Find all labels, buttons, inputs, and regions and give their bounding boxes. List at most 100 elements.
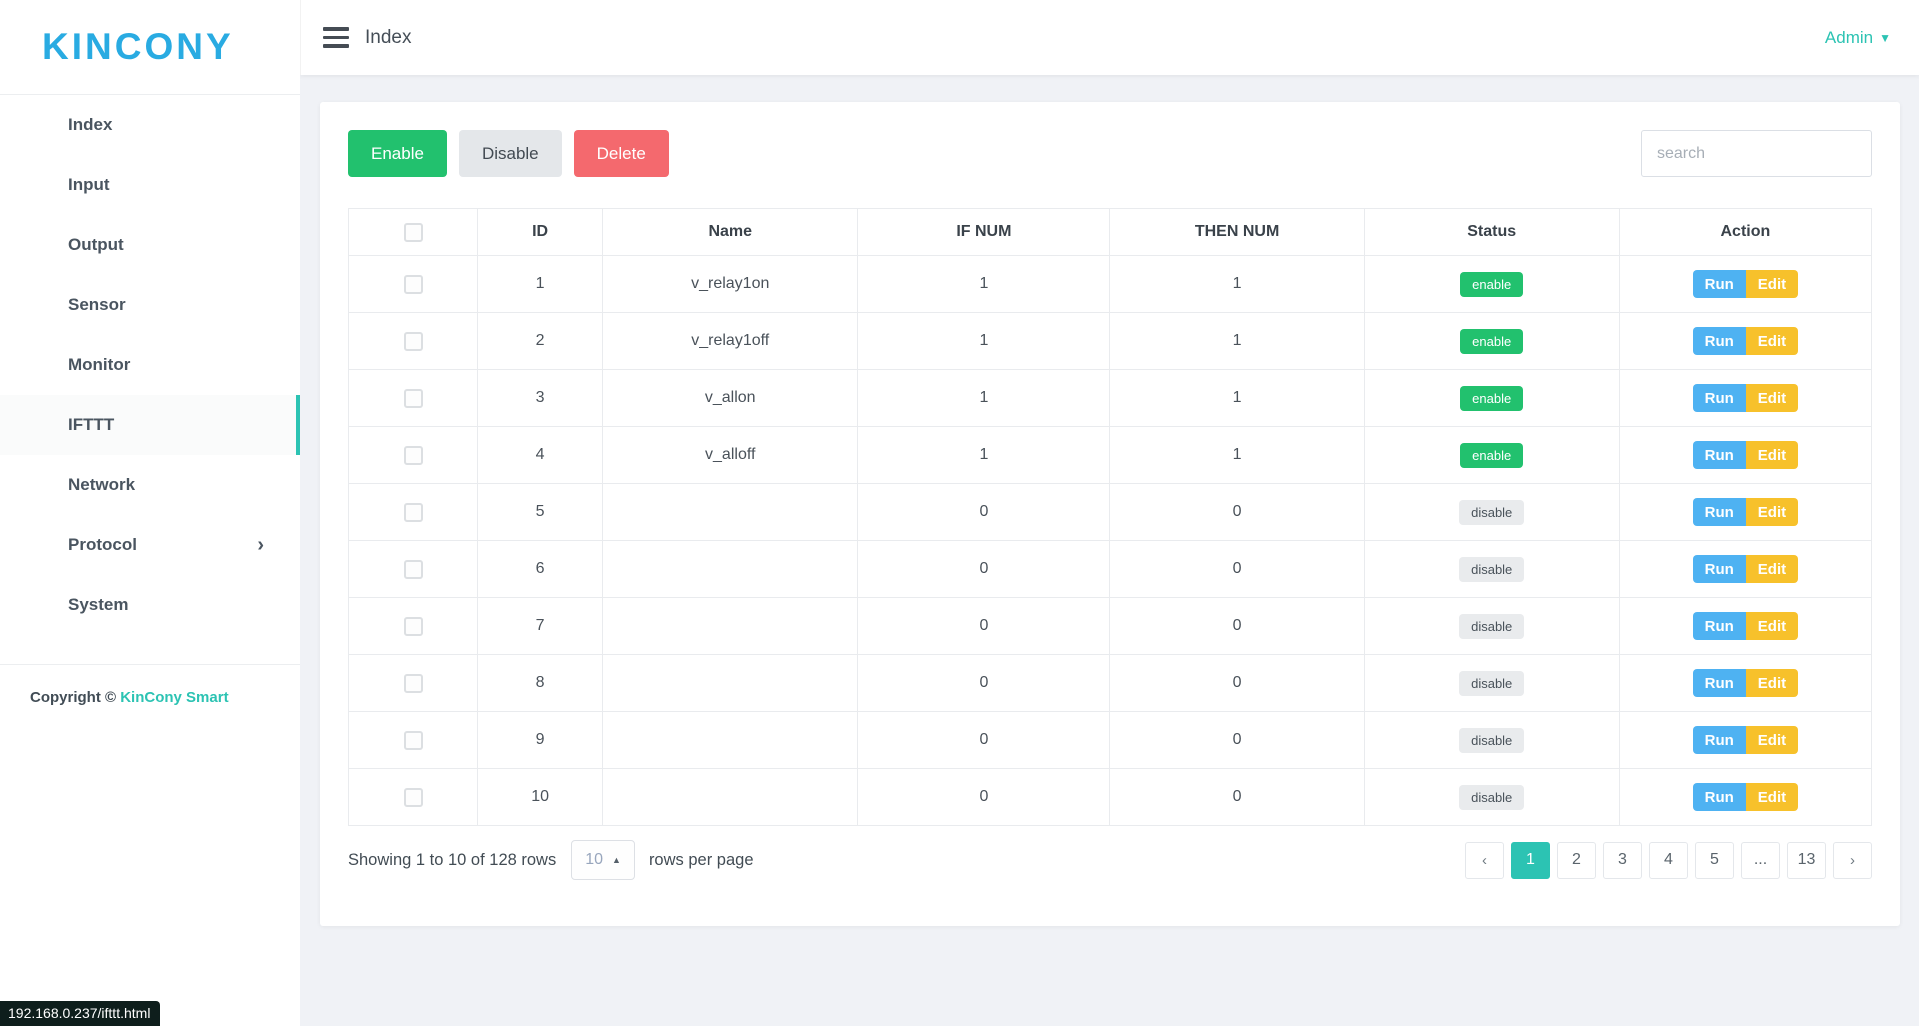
cell-thennum: 0 [1109, 483, 1365, 541]
status-badge: disable [1459, 727, 1525, 753]
cell-ifnum: 0 [857, 540, 1111, 598]
cell-name [602, 540, 859, 598]
page-1-button[interactable]: 1 [1511, 841, 1550, 879]
caret-up-icon: ▲ [612, 855, 621, 865]
run-button[interactable]: Run [1692, 726, 1746, 754]
run-button[interactable]: Run [1692, 384, 1746, 412]
page-13-button[interactable]: 13 [1787, 841, 1826, 879]
delete-button[interactable]: Delete [573, 130, 669, 177]
content: Enable Disable Delete ID Name IF NUM [300, 102, 1919, 1026]
edit-button[interactable]: Edit [1745, 555, 1799, 583]
toolbar: Enable Disable Delete [348, 130, 1872, 177]
sidebar-item-label: Index [68, 115, 113, 134]
row-checkbox[interactable] [403, 673, 423, 693]
status-badge: disable [1459, 670, 1525, 696]
sidebar-item-label: Monitor [68, 355, 131, 374]
edit-button[interactable]: Edit [1745, 612, 1799, 640]
row-checkbox[interactable] [403, 559, 423, 579]
pagination: ‹ 1 2 3 4 5 ... 13 › [1465, 841, 1872, 879]
sidebar-divider [0, 664, 300, 665]
run-button[interactable]: Run [1692, 327, 1746, 355]
edit-button[interactable]: Edit [1745, 270, 1799, 298]
run-button[interactable]: Run [1692, 555, 1746, 583]
page-next-button[interactable]: › [1833, 841, 1872, 879]
edit-button[interactable]: Edit [1745, 726, 1799, 754]
sidebar-item-input[interactable]: Input [0, 155, 300, 215]
sidebar-nav: Index Input Output Sensor Monitor IFTTT … [0, 95, 300, 635]
sidebar-item-index[interactable]: Index [0, 95, 300, 155]
sidebar-item-sensor[interactable]: Sensor [0, 275, 300, 335]
hamburger-menu-icon[interactable] [323, 27, 349, 48]
sidebar-item-protocol[interactable]: Protocol › [0, 515, 300, 575]
sidebar-item-system[interactable]: System [0, 575, 300, 635]
cell-id: 2 [477, 312, 604, 370]
row-checkbox[interactable] [403, 445, 423, 465]
edit-button[interactable]: Edit [1745, 327, 1799, 355]
page-prev-button[interactable]: ‹ [1465, 841, 1504, 879]
table-row: 7 0 0 disable Run Edit [347, 597, 1873, 655]
select-all-checkbox[interactable] [403, 222, 423, 242]
cell-ifnum: 0 [857, 597, 1111, 655]
cell-name [602, 654, 859, 712]
page-4-button[interactable]: 4 [1649, 841, 1688, 879]
sidebar-item-ifttt[interactable]: IFTTT [0, 395, 300, 455]
row-checkbox[interactable] [403, 502, 423, 522]
run-button[interactable]: Run [1692, 669, 1746, 697]
run-button[interactable]: Run [1692, 498, 1746, 526]
table-row: 1 v_relay1on 1 1 enable Run Edit [347, 255, 1873, 313]
edit-button[interactable]: Edit [1745, 384, 1799, 412]
cell-name: v_relay1off [602, 312, 859, 370]
sidebar-item-monitor[interactable]: Monitor [0, 335, 300, 395]
row-checkbox[interactable] [403, 388, 423, 408]
row-checkbox[interactable] [403, 274, 423, 294]
page-size-dropdown[interactable]: 10 ▲ [571, 840, 635, 880]
page-ellipsis-button[interactable]: ... [1741, 841, 1780, 879]
main-area: Index Admin ▼ Enable Disable Delete [300, 0, 1919, 1026]
cell-thennum: 1 [1109, 426, 1365, 484]
edit-button[interactable]: Edit [1745, 669, 1799, 697]
edit-button[interactable]: Edit [1745, 498, 1799, 526]
rows-per-page-label: rows per page [648, 850, 754, 869]
sidebar-item-label: IFTTT [68, 415, 115, 434]
run-button[interactable]: Run [1692, 612, 1746, 640]
edit-button[interactable]: Edit [1745, 783, 1799, 811]
run-button[interactable]: Run [1692, 270, 1746, 298]
row-count-summary: Showing 1 to 10 of 128 rows [348, 850, 557, 869]
row-checkbox[interactable] [403, 787, 423, 807]
cell-ifnum: 1 [857, 255, 1111, 313]
sidebar-item-output[interactable]: Output [0, 215, 300, 275]
row-checkbox[interactable] [403, 331, 423, 351]
cell-id: 9 [477, 711, 604, 769]
admin-label: Admin [1824, 27, 1874, 47]
table-row: 9 0 0 disable Run Edit [347, 711, 1873, 769]
table-row: 2 v_relay1off 1 1 enable Run Edit [347, 312, 1873, 370]
cell-id: 6 [477, 540, 604, 598]
disable-button[interactable]: Disable [458, 130, 562, 177]
run-button[interactable]: Run [1692, 783, 1746, 811]
run-button[interactable]: Run [1692, 441, 1746, 469]
page-5-button[interactable]: 5 [1695, 841, 1734, 879]
page-3-button[interactable]: 3 [1603, 841, 1642, 879]
search-input[interactable] [1641, 130, 1872, 177]
cell-thennum: 0 [1109, 711, 1365, 769]
row-checkbox[interactable] [403, 730, 423, 750]
copyright-brand-link[interactable]: KinCony Smart [120, 689, 229, 706]
sidebar-item-network[interactable]: Network [0, 455, 300, 515]
status-badge: disable [1459, 784, 1525, 810]
page-2-button[interactable]: 2 [1557, 841, 1596, 879]
cell-thennum: 0 [1109, 597, 1365, 655]
column-header-status: Status [1363, 208, 1620, 256]
cell-thennum: 1 [1109, 312, 1365, 370]
table-footer: Showing 1 to 10 of 128 rows 10 ▲ rows pe… [348, 840, 1872, 880]
table-row: 8 0 0 disable Run Edit [347, 654, 1873, 712]
edit-button[interactable]: Edit [1745, 441, 1799, 469]
sidebar-item-label: System [68, 595, 129, 614]
copyright-text: Copyright © [30, 689, 121, 706]
status-badge: disable [1459, 499, 1525, 525]
cell-ifnum: 0 [857, 711, 1111, 769]
column-header-thennum: THEN NUM [1109, 208, 1365, 256]
admin-dropdown[interactable]: Admin ▼ [1825, 28, 1891, 48]
row-checkbox[interactable] [403, 616, 423, 636]
enable-button[interactable]: Enable [348, 130, 447, 177]
cell-thennum: 0 [1109, 768, 1365, 826]
